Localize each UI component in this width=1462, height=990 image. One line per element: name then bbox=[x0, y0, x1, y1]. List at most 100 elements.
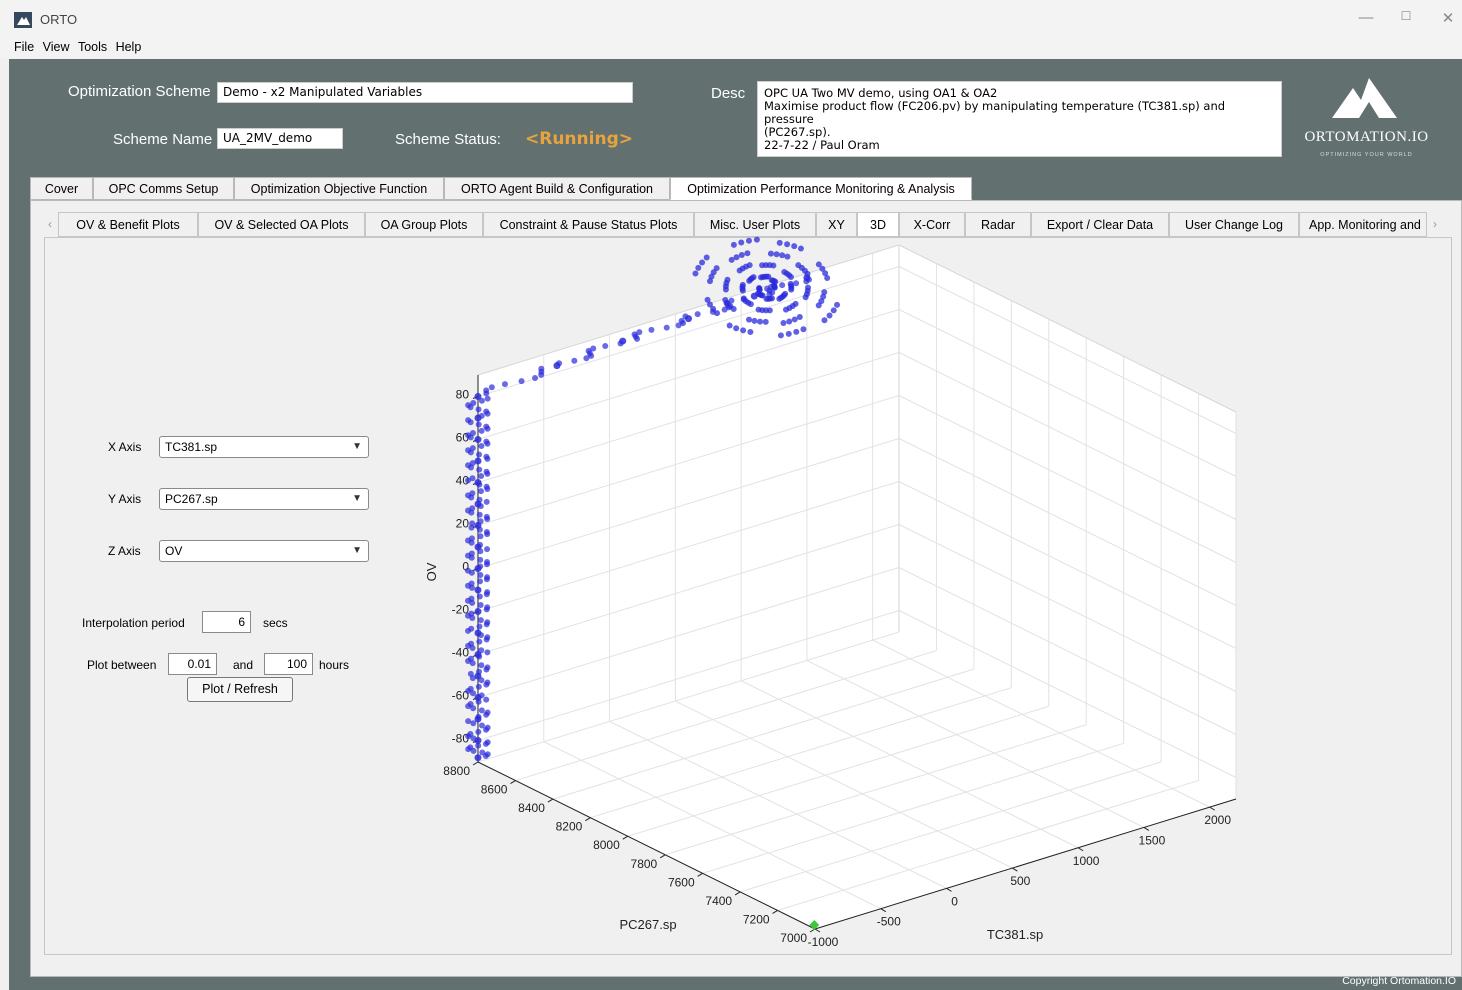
menu-tools[interactable]: Tools bbox=[77, 40, 108, 54]
trajectory-point bbox=[467, 685, 474, 692]
trajectory-point bbox=[478, 473, 485, 480]
scheme-name-label: Scheme Name bbox=[113, 131, 213, 148]
tab-x-corr[interactable]: X-Corr bbox=[899, 212, 965, 237]
cluster-point bbox=[784, 253, 791, 260]
maximize-icon[interactable]: ☐ bbox=[1400, 9, 1412, 23]
menu-help[interactable]: Help bbox=[115, 40, 142, 54]
and-label: and bbox=[233, 658, 254, 672]
y-gridline bbox=[665, 724, 1087, 856]
tab-app-monitoring[interactable]: App. Monitoring and bbox=[1299, 212, 1427, 237]
trajectory-point bbox=[475, 742, 482, 749]
cluster-point bbox=[795, 262, 802, 269]
tab-constraint-pause[interactable]: Constraint & Pause Status Plots bbox=[483, 212, 694, 237]
tab-oa-group[interactable]: OA Group Plots bbox=[365, 212, 483, 237]
menu-file[interactable]: File bbox=[14, 40, 35, 54]
scheme-input[interactable]: Demo - x2 Manipulated Variables bbox=[217, 82, 633, 103]
trajectory-point bbox=[469, 430, 476, 437]
y-tick-label: 8800 bbox=[443, 764, 470, 778]
cluster-point bbox=[704, 296, 711, 303]
plot-refresh-button[interactable]: Plot / Refresh bbox=[187, 677, 293, 702]
trajectory-point bbox=[484, 709, 491, 716]
trajectory-point bbox=[478, 677, 485, 684]
cluster-point bbox=[733, 325, 740, 332]
tab-3d[interactable]: 3D bbox=[857, 212, 899, 237]
trajectory-point bbox=[483, 453, 490, 460]
trajectory-point bbox=[538, 365, 545, 372]
desc-label: Desc bbox=[711, 85, 746, 102]
trajectory-point bbox=[465, 447, 472, 454]
y-gridline bbox=[515, 650, 937, 782]
tab-radar[interactable]: Radar bbox=[965, 212, 1031, 237]
tab-ov-selected-oa[interactable]: OV & Selected OA Plots bbox=[198, 212, 365, 237]
tab-export-clear[interactable]: Export / Clear Data bbox=[1031, 212, 1169, 237]
z-tick-label: -80 bbox=[452, 732, 470, 746]
trajectory-point bbox=[477, 533, 484, 540]
tab-scroll-left-icon[interactable]: ‹ bbox=[42, 212, 58, 237]
y-gridline bbox=[552, 668, 975, 800]
hours-label: hours bbox=[319, 658, 350, 672]
trajectory-point bbox=[590, 345, 597, 352]
cluster-point bbox=[722, 286, 729, 293]
y-axis-title: PC267.sp bbox=[619, 917, 676, 932]
tab-performance[interactable]: Optimization Performance Monitoring & An… bbox=[670, 177, 972, 200]
tab-ov-benefit[interactable]: OV & Benefit Plots bbox=[58, 212, 198, 237]
cluster-point bbox=[787, 280, 794, 287]
interpolation-input[interactable]: 6 bbox=[202, 611, 251, 633]
cluster-point bbox=[822, 270, 829, 277]
plot-from-input[interactable]: 0.01 bbox=[168, 653, 217, 675]
y-tick-label: 7800 bbox=[631, 857, 658, 871]
menu-view[interactable]: View bbox=[42, 40, 70, 54]
tab-cover[interactable]: Cover bbox=[30, 177, 93, 200]
tab-agent-build[interactable]: ORTO Agent Build & Configuration bbox=[444, 177, 670, 200]
plot-between-label: Plot between bbox=[87, 658, 157, 672]
plot-points bbox=[465, 236, 841, 930]
cluster-point bbox=[738, 239, 745, 246]
x-gridline bbox=[806, 659, 1145, 828]
tab-xy[interactable]: XY bbox=[816, 212, 857, 237]
z-gridline bbox=[477, 567, 900, 698]
trajectory-point bbox=[475, 713, 482, 720]
tab-objective[interactable]: Optimization Objective Function bbox=[234, 177, 444, 200]
plot-to-input[interactable]: 100 bbox=[264, 653, 313, 675]
tab-scroll-right-icon[interactable]: › bbox=[1427, 212, 1443, 237]
trajectory-point bbox=[483, 483, 490, 490]
trajectory-point bbox=[484, 751, 491, 758]
trajectory-point bbox=[483, 468, 490, 475]
cluster-point bbox=[746, 316, 753, 323]
cluster-point bbox=[821, 289, 828, 296]
x-gridline bbox=[872, 639, 1210, 808]
y-tick-mark bbox=[472, 761, 479, 766]
x-tick-label: 500 bbox=[1010, 874, 1030, 888]
x-tick-label: 1500 bbox=[1139, 833, 1166, 847]
desc-textarea[interactable]: OPC UA Two MV demo, using OA1 & OA2 Maxi… bbox=[757, 81, 1282, 157]
trajectory-point bbox=[793, 280, 800, 287]
trajectory-point bbox=[675, 322, 682, 329]
tab-misc-user[interactable]: Misc. User Plots bbox=[694, 212, 816, 237]
z-axis-select[interactable]: OV ▼ bbox=[159, 540, 369, 562]
z-gridline bbox=[477, 438, 900, 569]
z-gridline bbox=[898, 266, 1237, 434]
cluster-point bbox=[703, 254, 710, 261]
z-gridline bbox=[898, 481, 1237, 649]
trajectory-point bbox=[476, 511, 483, 518]
trajectory-point bbox=[483, 438, 490, 445]
trajectory-point bbox=[477, 617, 484, 624]
y-axis-select[interactable]: PC267.sp ▼ bbox=[159, 488, 369, 510]
cluster-point bbox=[768, 277, 775, 284]
cluster-point bbox=[824, 275, 831, 282]
tab-opc-comms[interactable]: OPC Comms Setup bbox=[93, 177, 234, 200]
trajectory-point bbox=[476, 623, 483, 630]
minimize-icon[interactable]: — bbox=[1358, 9, 1374, 26]
trajectory-point bbox=[805, 276, 812, 283]
close-icon[interactable]: ✕ bbox=[1441, 10, 1455, 27]
x-axis-select[interactable]: TC381.sp ▼ bbox=[159, 436, 369, 458]
desc-line: (PC267.sp). bbox=[764, 125, 831, 139]
cluster-point bbox=[699, 259, 706, 266]
scheme-name-input[interactable]: UA_2MV_demo bbox=[217, 128, 343, 149]
tab-user-change-log[interactable]: User Change Log bbox=[1169, 212, 1299, 237]
trajectory-point bbox=[467, 744, 474, 751]
cluster-point bbox=[713, 265, 720, 272]
y-tick-mark bbox=[772, 910, 778, 914]
trajectory-point bbox=[476, 481, 483, 488]
z-gridline bbox=[898, 524, 1237, 692]
